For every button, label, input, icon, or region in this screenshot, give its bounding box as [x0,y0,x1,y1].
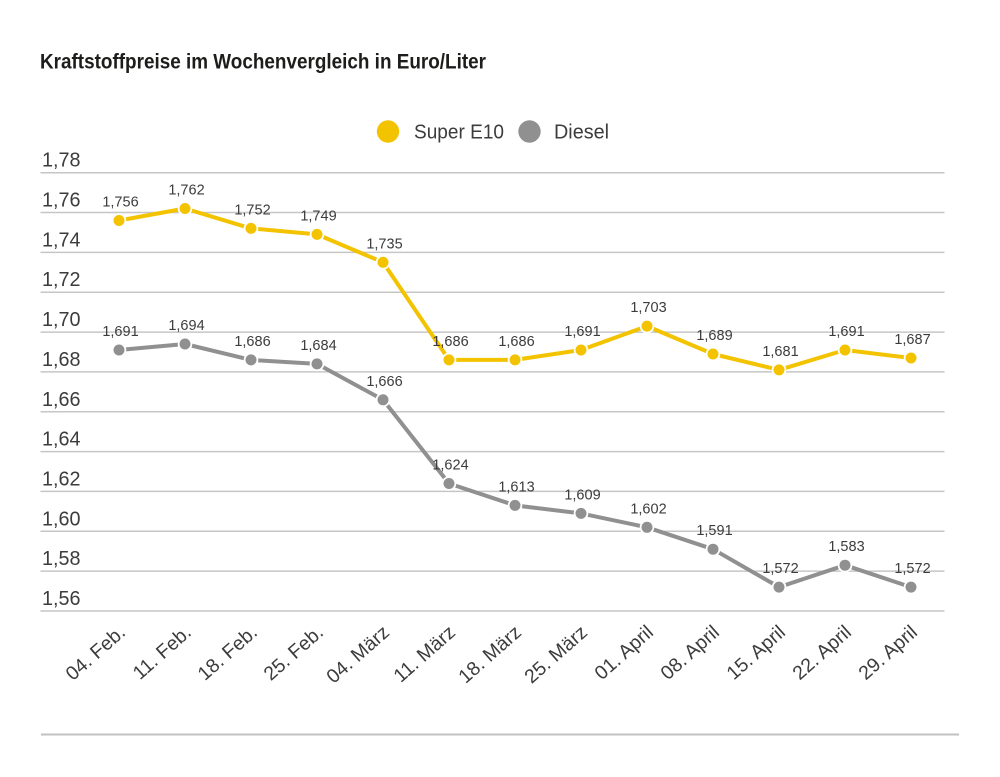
svg-text:1,749: 1,749 [300,208,336,224]
svg-text:1,62: 1,62 [42,468,81,490]
svg-text:1,694: 1,694 [168,318,204,334]
svg-text:1,609: 1,609 [564,487,600,503]
svg-text:Diesel: Diesel [554,122,609,144]
svg-text:1,686: 1,686 [234,334,270,350]
svg-text:1,56: 1,56 [42,588,81,610]
svg-text:1,76: 1,76 [42,190,81,212]
svg-text:1,613: 1,613 [498,479,534,495]
svg-text:1,58: 1,58 [42,548,81,570]
svg-text:1,68: 1,68 [42,349,81,371]
svg-text:1,691: 1,691 [564,324,600,340]
svg-text:1,70: 1,70 [42,309,81,331]
svg-text:1,684: 1,684 [300,338,336,354]
svg-text:1,572: 1,572 [762,561,798,577]
svg-text:1,624: 1,624 [432,458,468,474]
svg-text:1,691: 1,691 [828,324,864,340]
svg-text:1,687: 1,687 [894,332,930,348]
svg-text:1,64: 1,64 [42,429,81,451]
svg-text:1,752: 1,752 [234,202,270,218]
svg-text:1,681: 1,681 [762,344,798,360]
svg-text:1,591: 1,591 [696,523,732,539]
svg-text:1,60: 1,60 [42,508,81,530]
svg-text:1,762: 1,762 [168,183,204,199]
svg-text:1,66: 1,66 [42,389,81,411]
svg-text:1,686: 1,686 [498,334,534,350]
svg-text:1,703: 1,703 [630,300,666,316]
svg-text:1,74: 1,74 [42,229,81,251]
svg-text:1,72: 1,72 [42,269,81,291]
svg-text:1,756: 1,756 [102,195,138,211]
svg-text:Kraftstoffpreise im Wochenverg: Kraftstoffpreise im Wochenvergleich in E… [40,51,486,74]
svg-text:1,78: 1,78 [42,150,81,172]
svg-text:1,686: 1,686 [432,334,468,350]
svg-text:1,666: 1,666 [366,374,402,390]
svg-text:1,691: 1,691 [102,324,138,340]
svg-text:1,735: 1,735 [366,236,402,252]
svg-text:1,602: 1,602 [630,501,666,517]
svg-text:Super E10: Super E10 [414,122,504,144]
svg-text:1,572: 1,572 [894,561,930,577]
svg-text:1,583: 1,583 [828,539,864,555]
svg-text:1,689: 1,689 [696,328,732,344]
